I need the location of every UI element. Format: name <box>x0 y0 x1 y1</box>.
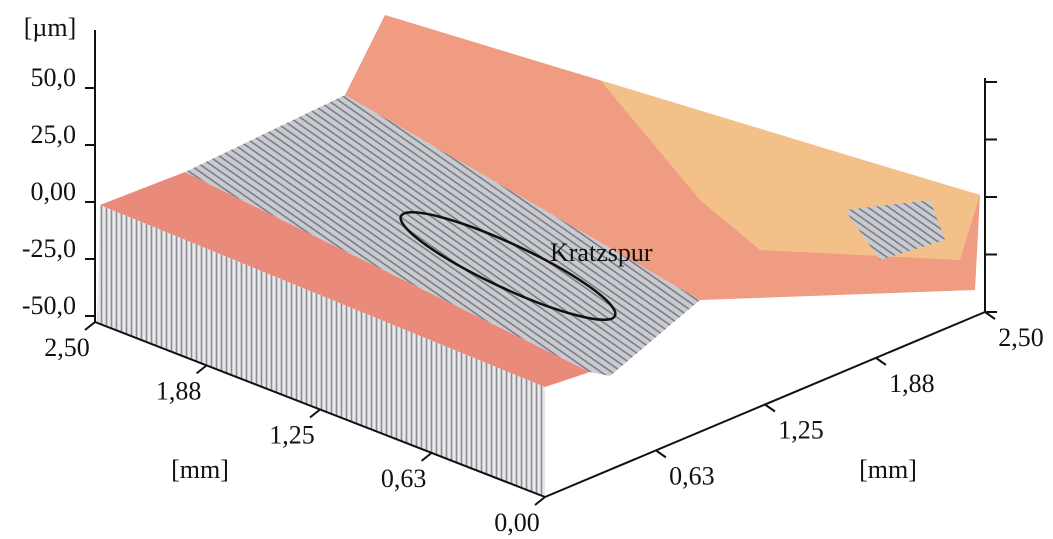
x-tick-label: 1,25 <box>269 420 315 449</box>
z-tick-label: 50,0 <box>31 63 77 92</box>
x-tick <box>309 408 321 419</box>
x-tick-label: 0,00 <box>494 508 540 537</box>
x-tick <box>420 452 433 462</box>
z-tick-label: 25,0 <box>31 120 77 149</box>
y-tick <box>655 449 667 459</box>
x-tick <box>84 321 96 331</box>
y-tick <box>764 403 776 413</box>
x-axis-label: [mm] <box>171 455 229 484</box>
x-tick-label: 2,50 <box>44 333 90 362</box>
y-tick-label: 2,50 <box>998 323 1044 352</box>
y-axis-label: [mm] <box>859 455 917 484</box>
x-tick <box>195 364 208 375</box>
surface <box>97 15 980 497</box>
y-tick <box>875 357 887 366</box>
front-strip <box>100 172 590 387</box>
z-axis-label: [µm] <box>24 13 77 42</box>
front-face <box>97 205 545 497</box>
scratch-groove <box>185 95 700 376</box>
y-tick-label: 1,88 <box>889 369 935 398</box>
x-tick-label: 1,88 <box>156 376 202 405</box>
z-tick-label: 0,00 <box>31 177 77 206</box>
x-tick-label: 0,63 <box>381 464 427 493</box>
annotation: Kratzspur <box>550 238 653 267</box>
scratch-ellipse <box>399 211 617 321</box>
z-tick-label: -25,0 <box>22 234 76 263</box>
y-tick-label: 1,25 <box>778 415 824 444</box>
x-tick <box>534 496 546 506</box>
plateau-defect <box>845 200 945 260</box>
y-tick <box>984 311 996 320</box>
y-tick-label: 0,63 <box>669 461 715 490</box>
z-tick-label: -50,0 <box>22 291 76 320</box>
